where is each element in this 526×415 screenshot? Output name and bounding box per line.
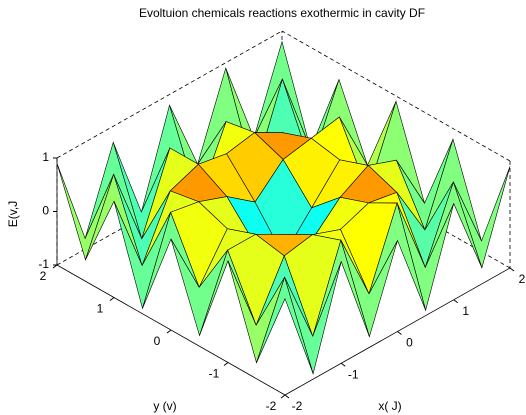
box-edge [281, 30, 511, 162]
x-tick [397, 331, 402, 335]
y-tick [166, 329, 172, 334]
x-tick-label: -1 [348, 367, 359, 381]
y-tick [223, 362, 229, 366]
x-tick-label: 1 [462, 304, 469, 318]
x-tick-label: 2 [519, 272, 526, 286]
z-tick-label: 1 [42, 150, 49, 164]
chart-title: Evoltuion chemicals reactions exothermic… [139, 6, 425, 20]
x-tick-label: -2 [292, 399, 303, 413]
surface-patch [256, 276, 314, 374]
z-axis-label: E(v,J [6, 201, 20, 227]
y-tick-label: 0 [154, 334, 161, 348]
y-axis-label: y (v) [153, 399, 176, 413]
y-tick [280, 394, 286, 399]
box-edge [56, 30, 283, 159]
y-tick [109, 297, 115, 301]
y-tick-label: -1 [209, 367, 220, 381]
x-tick [340, 362, 346, 367]
z-tick-label: 0 [42, 204, 49, 218]
x-tick [453, 299, 459, 304]
y-tick-label: 1 [97, 302, 104, 316]
x-tick [284, 394, 290, 399]
z-tick-label: -1 [38, 257, 49, 271]
x-tick [509, 267, 515, 272]
x-axis-label: x( J) [378, 399, 401, 413]
y-tick-label: -2 [266, 399, 277, 413]
x-tick-label: 0 [406, 336, 413, 350]
y-tick-label: 2 [40, 269, 47, 283]
